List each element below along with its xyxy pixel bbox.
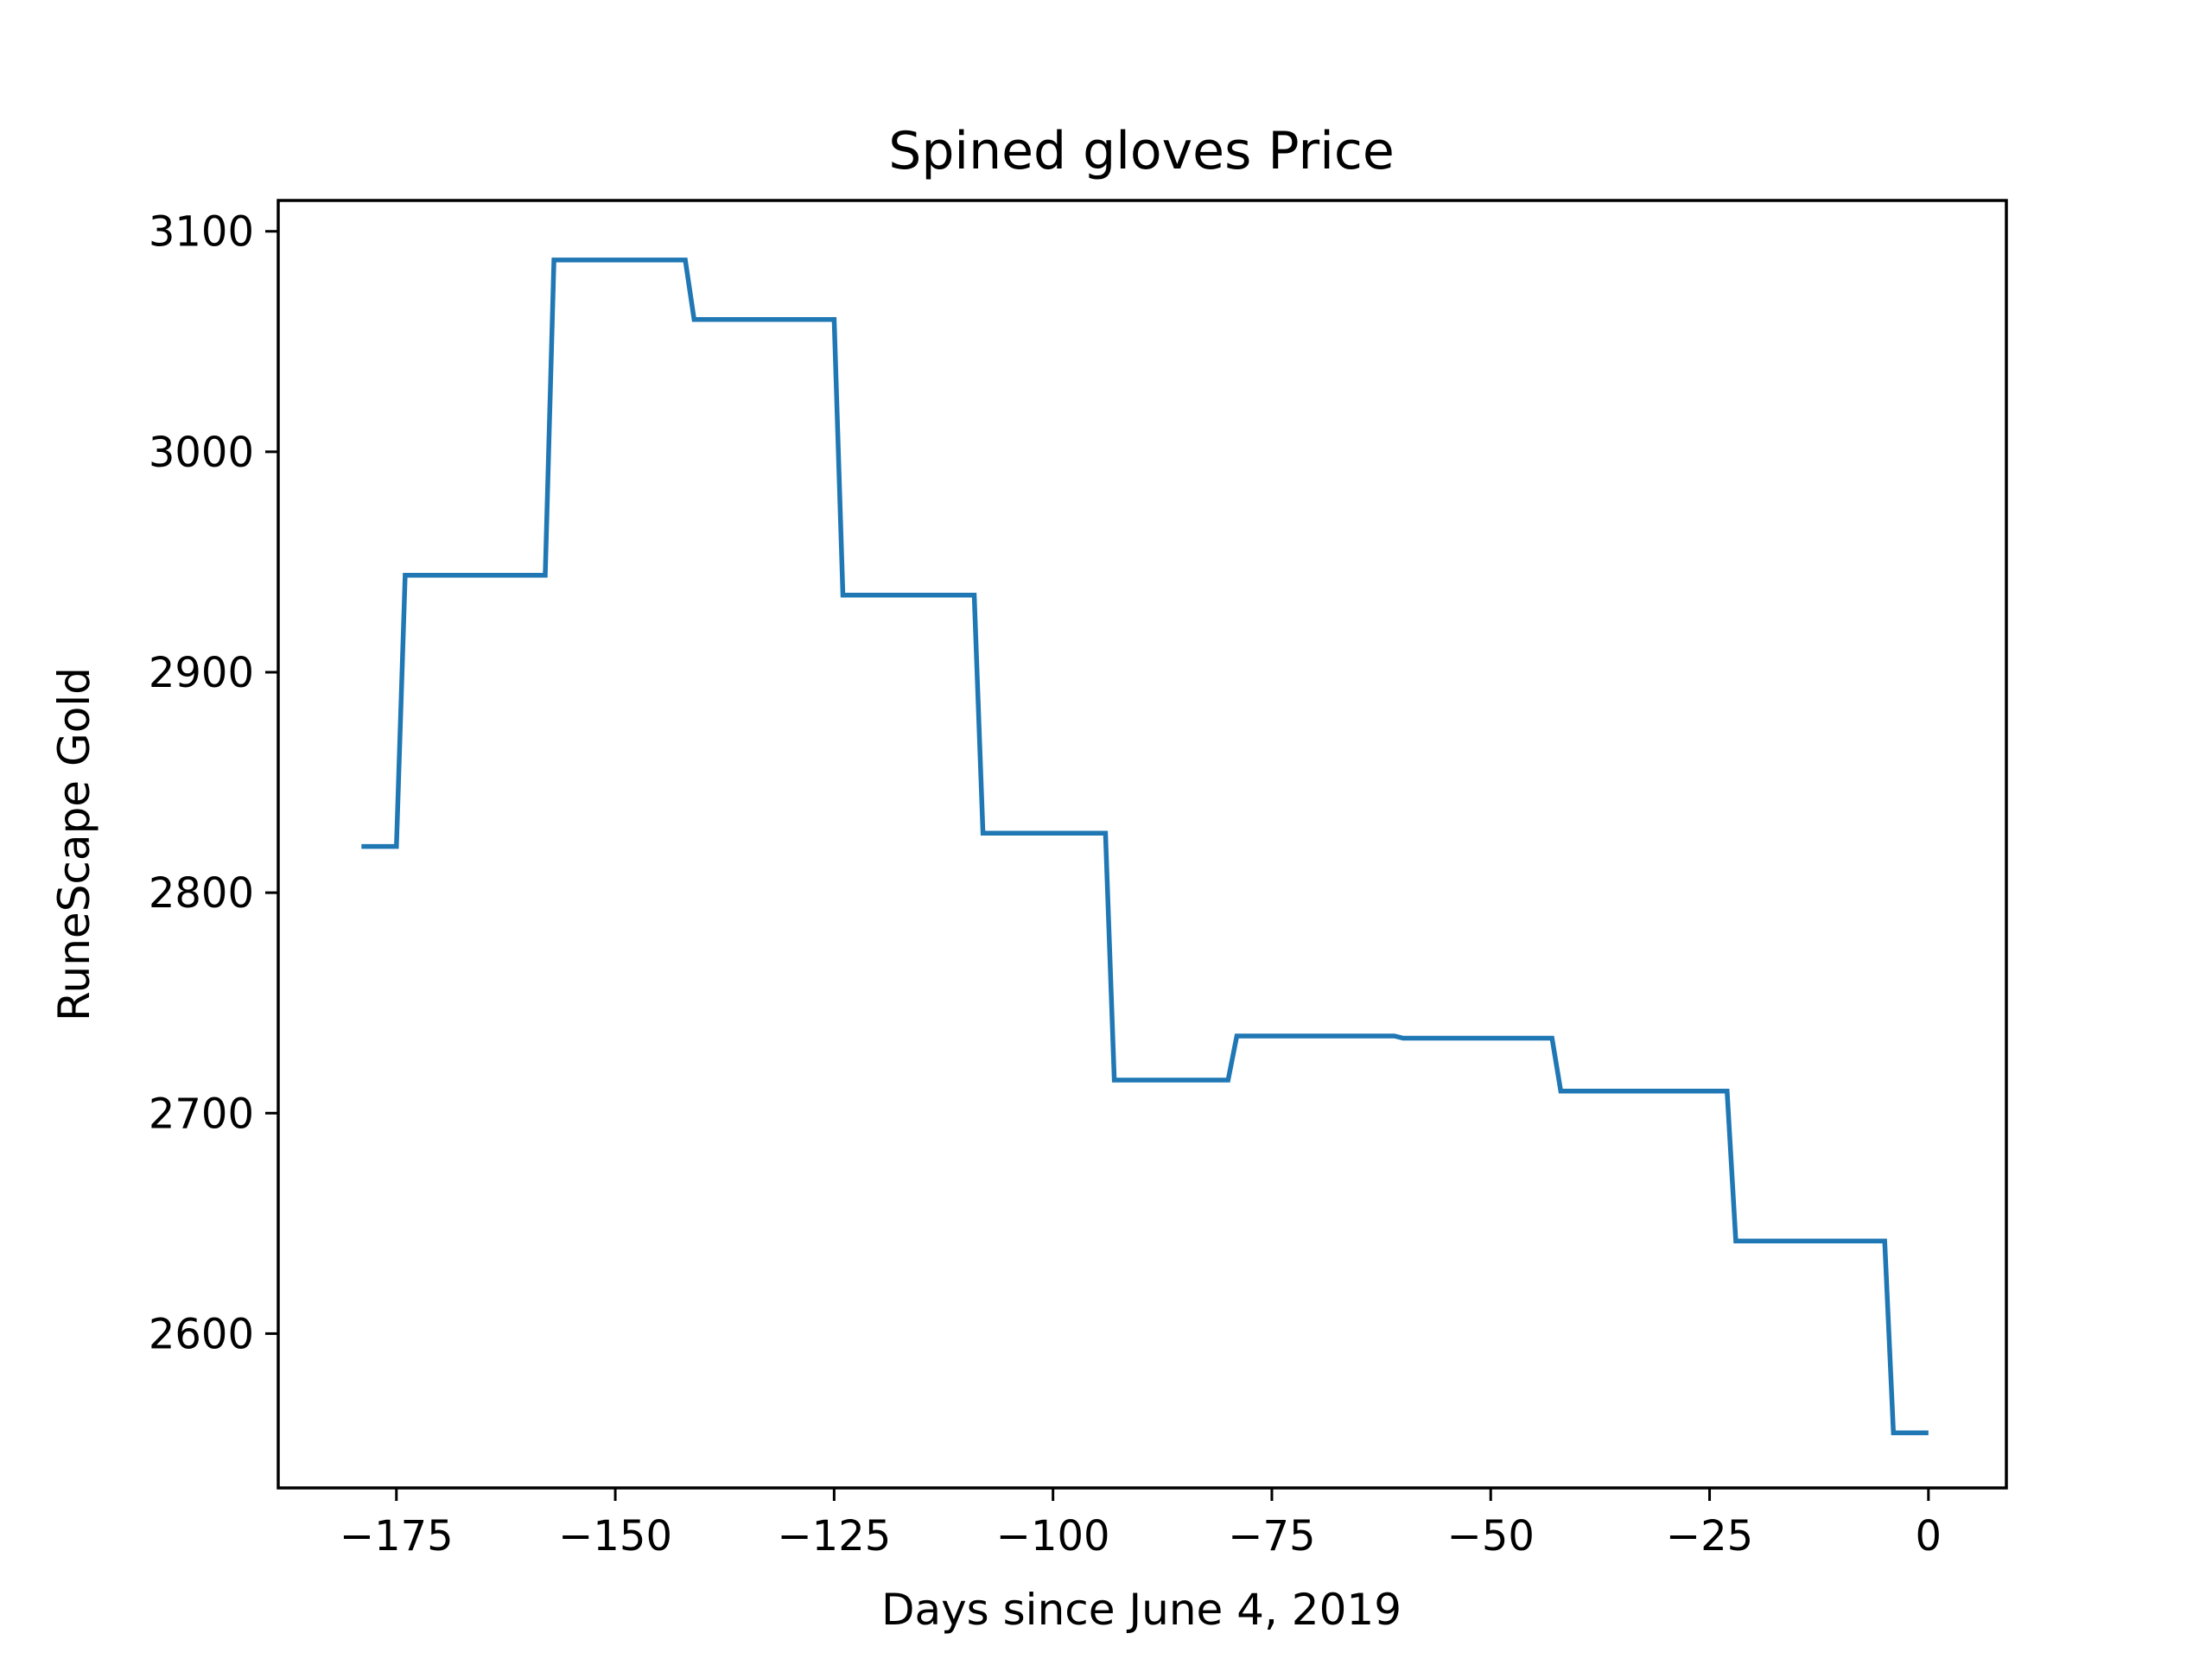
x-tick-label: −100 <box>996 1512 1110 1560</box>
chart-title: Spined gloves Price <box>888 121 1395 181</box>
x-tick-label: 0 <box>1916 1512 1942 1560</box>
x-tick-label: −75 <box>1228 1512 1315 1560</box>
series-line-0 <box>361 257 1929 1435</box>
y-tick-label: 2600 <box>149 1310 254 1358</box>
x-tick-label: −50 <box>1447 1512 1535 1560</box>
y-axis: 2600 2700 2800 2900 3000 3100 <box>149 208 278 1358</box>
x-tick-label: −25 <box>1666 1512 1753 1560</box>
plot-frame <box>276 199 2008 1490</box>
x-tick-label: −125 <box>777 1512 891 1560</box>
plot-area <box>361 257 1929 1435</box>
y-tick-label: 2800 <box>149 869 254 918</box>
y-axis-label: RuneScape Gold <box>49 667 99 1021</box>
x-tick-label: −175 <box>340 1512 454 1560</box>
y-tick-label: 2900 <box>149 649 254 697</box>
x-tick-label: −150 <box>558 1512 672 1560</box>
y-tick-label: 3100 <box>149 208 254 257</box>
y-tick-label: 3000 <box>149 429 254 477</box>
x-axis: −175 −150 −125 −100 −75 −50 −25 0 <box>340 1488 1942 1560</box>
y-tick-label: 2700 <box>149 1090 254 1138</box>
x-axis-label: Days since June 4, 2019 <box>881 1585 1402 1635</box>
